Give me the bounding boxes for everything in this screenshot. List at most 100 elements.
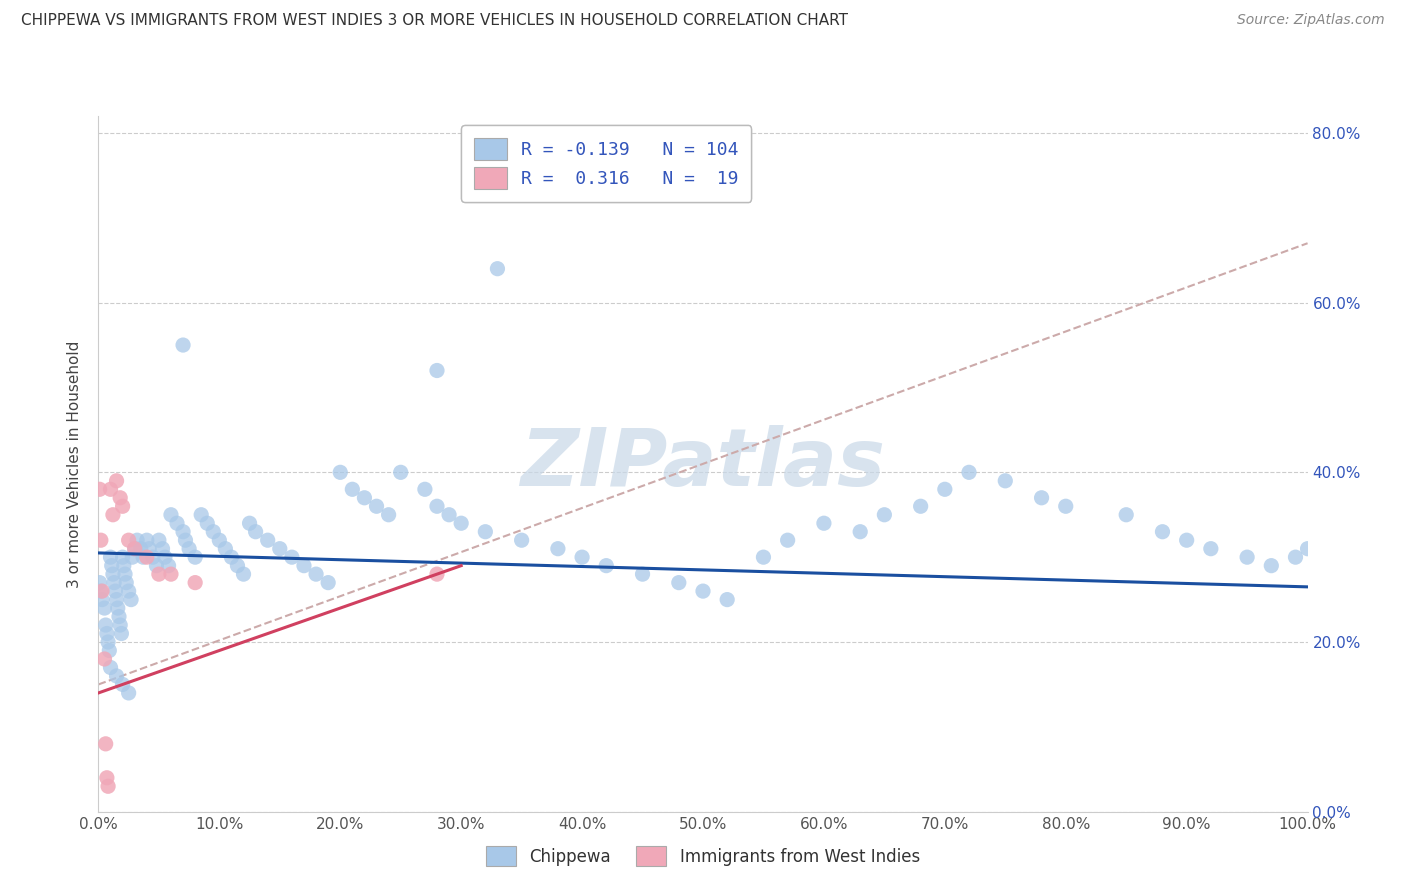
- Point: [100, 483, 122, 497]
- Point: [127, 533, 149, 548]
- Point: [135, 550, 157, 565]
- Point: [105, 669, 128, 683]
- Point: [190, 508, 212, 522]
- Point: [160, 567, 183, 582]
- Point: [148, 567, 170, 582]
- Point: [90, 533, 112, 548]
- Point: [873, 508, 896, 522]
- Point: [486, 261, 509, 276]
- Point: [305, 567, 328, 582]
- Point: [96, 626, 118, 640]
- Point: [103, 575, 125, 590]
- Point: [1115, 508, 1137, 522]
- Point: [437, 508, 460, 522]
- Point: [232, 567, 254, 582]
- Point: [172, 524, 194, 539]
- Point: [97, 635, 120, 649]
- Point: [108, 609, 131, 624]
- Point: [426, 363, 449, 377]
- Point: [377, 508, 399, 522]
- Point: [111, 500, 134, 514]
- Point: [510, 533, 533, 548]
- Point: [1284, 550, 1306, 565]
- Point: [111, 550, 134, 565]
- Point: [910, 500, 932, 514]
- Point: [994, 474, 1017, 488]
- Point: [934, 483, 956, 497]
- Point: [202, 524, 225, 539]
- Point: [221, 550, 243, 565]
- Point: [813, 516, 835, 531]
- Point: [101, 567, 124, 582]
- Text: CHIPPEWA VS IMMIGRANTS FROM WEST INDIES 3 OR MORE VEHICLES IN HOUSEHOLD CORRELAT: CHIPPEWA VS IMMIGRANTS FROM WEST INDIES …: [21, 13, 848, 29]
- Point: [631, 567, 654, 582]
- Point: [184, 550, 207, 565]
- Point: [269, 541, 291, 556]
- Point: [93, 652, 115, 666]
- Point: [329, 466, 352, 480]
- Point: [1031, 491, 1053, 505]
- Point: [413, 483, 436, 497]
- Point: [114, 567, 136, 582]
- Point: [121, 550, 143, 565]
- Point: [142, 550, 165, 565]
- Point: [118, 533, 141, 548]
- Point: [547, 541, 569, 556]
- Point: [100, 558, 122, 573]
- Point: [132, 550, 155, 565]
- Point: [692, 584, 714, 599]
- Point: [166, 516, 188, 531]
- Point: [716, 592, 738, 607]
- Legend: R = -0.139   N = 104, R =  0.316   N =  19: R = -0.139 N = 104, R = 0.316 N = 19: [461, 125, 751, 202]
- Point: [450, 516, 472, 531]
- Point: [135, 533, 157, 548]
- Point: [474, 524, 496, 539]
- Text: ZIPatlas: ZIPatlas: [520, 425, 886, 503]
- Point: [1152, 524, 1174, 539]
- Point: [97, 779, 120, 793]
- Legend: Chippewa, Immigrants from West Indies: Chippewa, Immigrants from West Indies: [478, 838, 928, 875]
- Point: [138, 541, 160, 556]
- Point: [172, 338, 194, 352]
- Point: [100, 660, 122, 674]
- Point: [110, 626, 132, 640]
- Point: [179, 541, 201, 556]
- Point: [1236, 550, 1258, 565]
- Point: [100, 550, 122, 565]
- Point: [111, 677, 134, 691]
- Point: [245, 524, 267, 539]
- Point: [118, 686, 141, 700]
- Point: [1260, 558, 1282, 573]
- Point: [208, 533, 231, 548]
- Point: [752, 550, 775, 565]
- Point: [389, 466, 412, 480]
- Point: [353, 491, 375, 505]
- Point: [957, 466, 980, 480]
- Point: [91, 584, 114, 599]
- Point: [1054, 500, 1077, 514]
- Point: [1199, 541, 1222, 556]
- Point: [112, 558, 135, 573]
- Point: [239, 516, 262, 531]
- Point: [90, 584, 112, 599]
- Point: [776, 533, 799, 548]
- Point: [1296, 541, 1319, 556]
- Point: [118, 584, 141, 599]
- Point: [105, 592, 128, 607]
- Point: [292, 558, 315, 573]
- Point: [145, 558, 167, 573]
- Point: [101, 508, 124, 522]
- Point: [256, 533, 278, 548]
- Point: [426, 567, 449, 582]
- Point: [1175, 533, 1198, 548]
- Point: [152, 541, 174, 556]
- Point: [595, 558, 617, 573]
- Point: [94, 737, 117, 751]
- Point: [105, 474, 128, 488]
- Point: [281, 550, 304, 565]
- Point: [129, 541, 152, 556]
- Point: [366, 500, 388, 514]
- Point: [93, 601, 115, 615]
- Point: [668, 575, 690, 590]
- Point: [120, 592, 142, 607]
